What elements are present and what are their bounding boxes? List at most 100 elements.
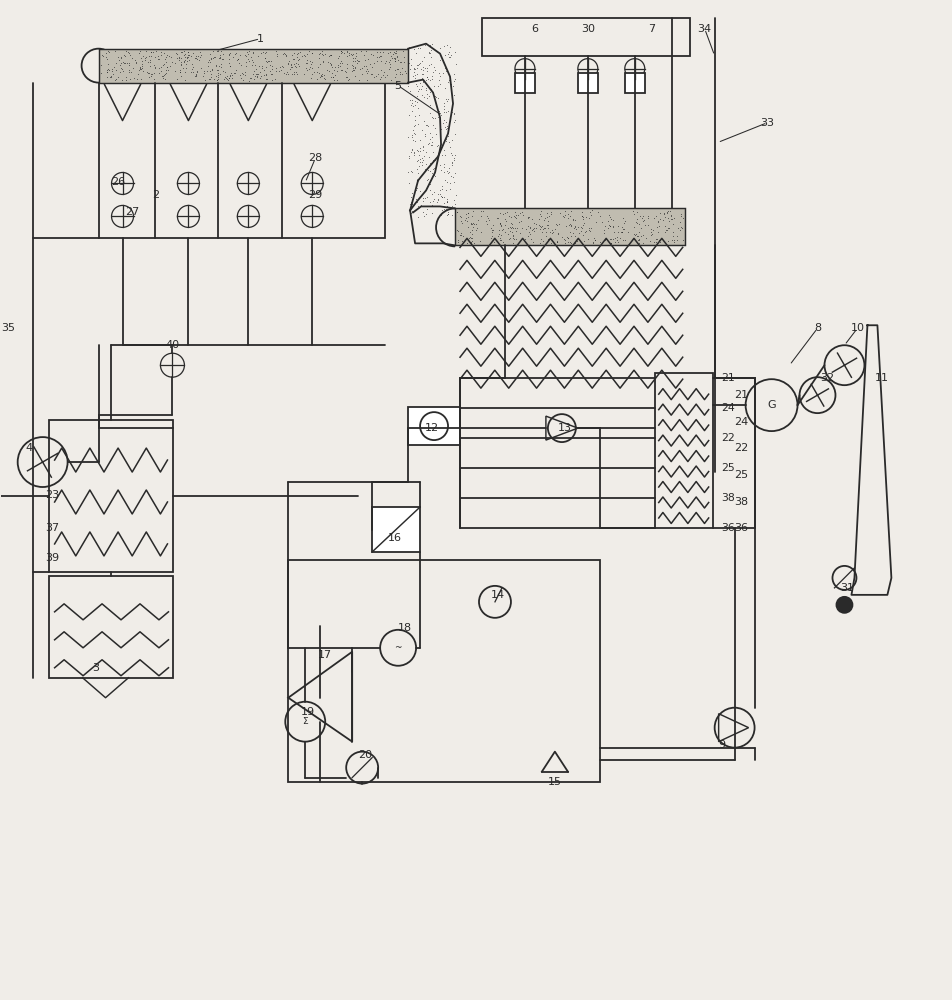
Point xyxy=(205,61,220,77)
Point xyxy=(410,40,426,56)
Point xyxy=(432,76,447,92)
Point xyxy=(333,62,348,78)
Point xyxy=(418,37,433,53)
Point xyxy=(414,87,429,103)
Point xyxy=(432,52,447,68)
Point xyxy=(582,210,597,226)
Point xyxy=(304,54,319,70)
Point xyxy=(478,213,493,229)
Point xyxy=(407,117,423,133)
Point xyxy=(657,206,672,222)
Point xyxy=(117,55,132,71)
Point xyxy=(358,52,373,68)
Point xyxy=(216,46,231,62)
Point xyxy=(151,65,167,81)
Point xyxy=(494,217,509,233)
Point xyxy=(638,217,653,233)
Point xyxy=(532,235,547,251)
Point xyxy=(276,65,291,81)
Point xyxy=(158,51,173,67)
Point xyxy=(420,162,435,178)
Point xyxy=(183,64,198,80)
Point xyxy=(339,56,354,72)
Point xyxy=(440,74,455,90)
Point xyxy=(460,235,475,251)
Point xyxy=(485,222,500,238)
Point xyxy=(263,53,278,69)
Point xyxy=(280,55,295,71)
Point xyxy=(416,66,431,82)
Point xyxy=(604,211,619,227)
Point xyxy=(639,230,654,246)
Point xyxy=(427,151,443,167)
Point xyxy=(415,152,430,168)
Text: 22: 22 xyxy=(722,433,735,443)
Point xyxy=(439,63,454,79)
Point xyxy=(406,98,421,114)
Point xyxy=(411,209,426,225)
Point xyxy=(610,224,625,240)
Point xyxy=(584,207,599,223)
Point xyxy=(107,72,122,88)
Point xyxy=(473,224,488,240)
Text: 28: 28 xyxy=(308,153,323,163)
Point xyxy=(532,221,547,237)
Point xyxy=(346,46,361,62)
Point xyxy=(507,209,523,225)
Point xyxy=(643,227,658,243)
Point xyxy=(513,213,528,229)
Point xyxy=(594,214,609,230)
Point xyxy=(558,235,573,251)
Point xyxy=(304,56,319,72)
Point xyxy=(466,216,481,232)
Point xyxy=(127,70,142,86)
Point xyxy=(291,51,307,67)
Point xyxy=(569,233,585,249)
Point xyxy=(652,234,667,250)
Point xyxy=(640,217,655,233)
Text: ~: ~ xyxy=(394,643,402,652)
Point xyxy=(209,62,225,78)
Point xyxy=(431,186,446,202)
Point xyxy=(419,144,434,160)
Point xyxy=(304,70,319,86)
Point xyxy=(630,232,645,248)
Point xyxy=(507,204,523,220)
Point xyxy=(443,47,458,63)
Point xyxy=(541,217,556,233)
Point xyxy=(523,219,538,235)
Point xyxy=(575,217,590,233)
Point xyxy=(205,62,220,78)
Point xyxy=(526,223,542,239)
Point xyxy=(665,224,681,240)
Point xyxy=(237,64,252,80)
Point xyxy=(599,231,614,247)
Point xyxy=(216,71,231,87)
Point xyxy=(554,229,569,245)
Point xyxy=(344,47,359,63)
Point xyxy=(188,48,204,64)
Point xyxy=(257,45,272,61)
Point xyxy=(434,178,449,194)
Point xyxy=(447,112,463,128)
Point xyxy=(425,36,440,52)
Point xyxy=(335,62,350,78)
Point xyxy=(305,45,320,61)
Point xyxy=(340,69,355,85)
Point xyxy=(157,67,172,83)
Point xyxy=(472,233,487,249)
Point xyxy=(179,49,194,65)
Point xyxy=(507,220,523,236)
Point xyxy=(161,48,176,64)
Point xyxy=(186,45,201,61)
Point xyxy=(299,55,314,71)
Point xyxy=(348,45,364,61)
Point xyxy=(377,55,392,71)
Point xyxy=(669,232,684,248)
Point xyxy=(503,230,518,246)
Point xyxy=(116,54,131,70)
Point xyxy=(111,52,127,68)
Point xyxy=(135,63,150,79)
Point xyxy=(315,53,330,69)
Point xyxy=(253,45,268,61)
